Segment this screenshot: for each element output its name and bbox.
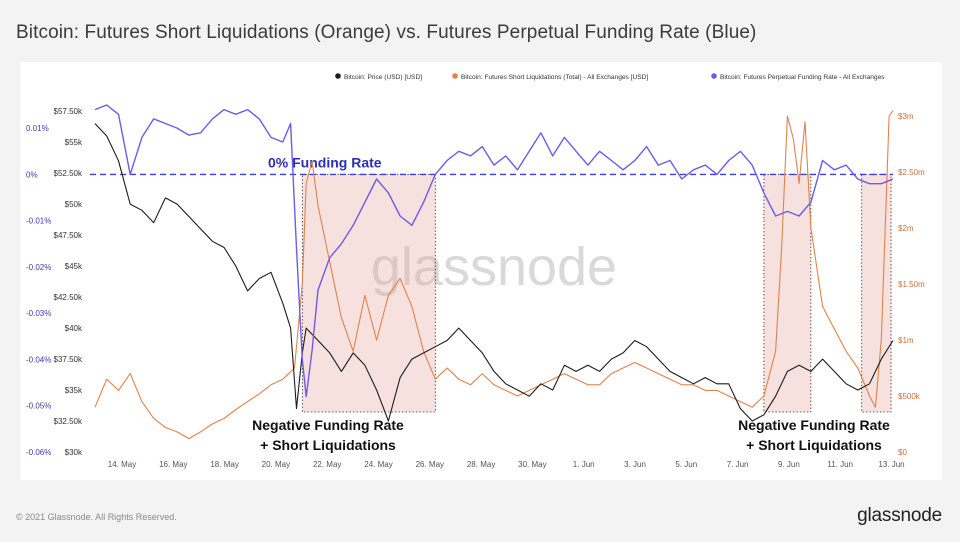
price-tick-label: $47.50k [54, 231, 83, 240]
price-tick-label: $42.50k [54, 293, 83, 302]
watermark-text: glassnode [371, 237, 617, 297]
legend-label-price: Bitcoin: Price (USD) [USD] [344, 74, 422, 81]
x-tick-label: 13. Jun [878, 460, 904, 469]
liquidation-tick-label: $3m [898, 112, 914, 121]
highlight-region-3 [861, 173, 892, 413]
liquidation-tick-label: $500k [898, 392, 921, 401]
legend-label-funding: Bitcoin: Futures Perpetual Funding Rate … [720, 74, 885, 81]
x-tick-label: 18. May [210, 460, 238, 469]
price-tick-label: $52.50k [54, 169, 83, 178]
chart-panel [20, 62, 942, 480]
price-tick-label: $57.50k [54, 107, 83, 116]
liquidation-tick-label: $0 [898, 448, 907, 457]
series-line-liquidations [94, 110, 894, 440]
series-line-funding [94, 104, 894, 398]
x-tick-label: 30. May [518, 460, 546, 469]
funding-tick-label: -0.02% [26, 263, 51, 272]
chart-title: Bitcoin: Futures Short Liquidations (Ora… [16, 22, 757, 43]
annotation-caption-2-line1: Negative Funding Rate [738, 417, 890, 433]
funding-tick-label: -0.06% [26, 448, 51, 457]
x-tick-label: 9. Jun [778, 460, 800, 469]
price-tick-label: $35k [65, 386, 83, 395]
funding-tick-label: 0.01% [26, 124, 49, 133]
zero-line-label: 0% Funding Rate [268, 154, 382, 170]
annotation-caption-2-line2: + Short Liquidations [746, 437, 882, 453]
funding-tick-label: -0.05% [26, 402, 51, 411]
x-tick-label: 14. May [108, 460, 136, 469]
x-tick-label: 3. Jun [624, 460, 646, 469]
price-tick-label: $30k [65, 448, 83, 457]
legend-label-liquidations: Bitcoin: Futures Short Liquidations (Tot… [461, 74, 648, 81]
funding-tick-label: -0.01% [26, 217, 51, 226]
x-tick-label: 7. Jun [727, 460, 749, 469]
annotation-caption-1-line2: + Short Liquidations [260, 437, 396, 453]
price-tick-label: $45k [65, 262, 83, 271]
price-tick-label: $40k [65, 324, 83, 333]
liquidation-tick-label: $2m [898, 224, 914, 233]
x-tick-label: 11. Jun [827, 460, 853, 469]
annotation-caption-1-line1: Negative Funding Rate [252, 417, 404, 433]
price-tick-label: $55k [65, 138, 83, 147]
legend-marker-liquidations [452, 73, 458, 79]
x-tick-label: 16. May [159, 460, 187, 469]
x-tick-label: 1. Jun [573, 460, 595, 469]
funding-tick-label: 0% [26, 170, 38, 179]
footer-copyright: © 2021 Glassnode. All Rights Reserved. [16, 512, 177, 522]
funding-tick-label: -0.04% [26, 355, 51, 364]
x-tick-label: 24. May [364, 460, 392, 469]
liquidation-tick-label: $2.50m [898, 168, 925, 177]
funding-tick-label: -0.03% [26, 309, 51, 318]
price-tick-label: $50k [65, 200, 83, 209]
price-tick-label: $37.50k [54, 355, 83, 364]
highlight-region-1 [301, 173, 436, 413]
liquidation-tick-label: $1.50m [898, 280, 925, 289]
liquidation-tick-label: $1m [898, 336, 914, 345]
series-line-price [94, 123, 894, 422]
legend-marker-funding [711, 73, 717, 79]
x-tick-label: 26. May [416, 460, 444, 469]
x-tick-label: 5. Jun [675, 460, 697, 469]
x-tick-label: 28. May [467, 460, 495, 469]
footer-brand-logo: glassnode [857, 505, 942, 526]
x-tick-label: 22. May [313, 460, 341, 469]
legend-marker-price [335, 73, 341, 79]
x-tick-label: 20. May [262, 460, 290, 469]
price-tick-label: $32.50k [54, 417, 83, 426]
